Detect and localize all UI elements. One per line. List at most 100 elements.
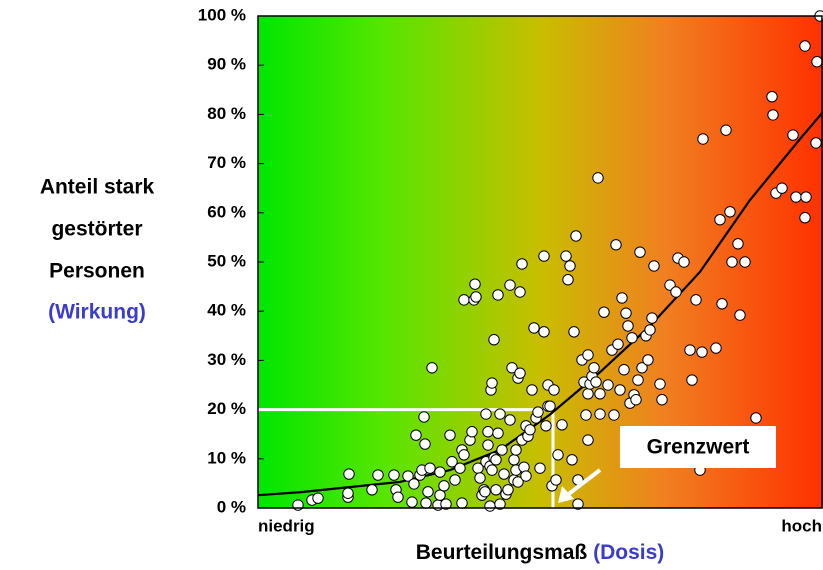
data-point	[408, 478, 420, 490]
data-point	[618, 364, 630, 376]
data-point	[800, 191, 812, 203]
data-point	[532, 406, 544, 418]
data-point	[434, 466, 446, 478]
data-point	[490, 454, 502, 466]
data-point	[787, 129, 799, 141]
data-point	[594, 388, 606, 400]
data-point	[426, 362, 438, 374]
data-point	[514, 367, 526, 379]
data-point	[686, 374, 698, 386]
data-point	[420, 497, 432, 509]
data-point	[620, 307, 632, 319]
data-point	[470, 291, 482, 303]
data-point	[343, 468, 355, 480]
data-point	[644, 324, 656, 336]
data-point	[466, 426, 478, 438]
x-end-label: hoch	[781, 516, 822, 535]
data-point	[724, 206, 736, 218]
data-point	[608, 409, 620, 421]
data-point	[458, 294, 470, 306]
data-point	[444, 429, 456, 441]
data-point	[590, 376, 602, 388]
annotation-arrow	[564, 468, 602, 498]
y-axis-title: gestörter	[51, 218, 142, 241]
y-tick-label: 60 %	[207, 202, 246, 221]
data-point	[482, 439, 494, 451]
y-tick-label: 50 %	[207, 251, 246, 270]
data-point	[582, 349, 594, 361]
data-point	[776, 182, 788, 194]
data-point	[440, 498, 452, 510]
data-point	[616, 292, 628, 304]
annotation-arrowhead	[558, 486, 574, 503]
data-point	[790, 191, 802, 203]
data-point	[566, 454, 578, 466]
data-point	[480, 408, 492, 420]
data-point	[502, 484, 514, 496]
data-point	[366, 484, 378, 496]
data-point	[570, 230, 582, 242]
annotation-text: Grenzwert	[647, 436, 750, 459]
data-point	[456, 497, 468, 509]
y-tick-label: 40 %	[207, 301, 246, 320]
data-point	[490, 484, 502, 496]
x-axis-title-main: Beurteilungsmaß	[416, 541, 588, 564]
data-point	[418, 411, 430, 423]
data-point	[696, 346, 708, 358]
y-tick-label: 20 %	[207, 399, 246, 418]
data-point	[690, 294, 702, 306]
data-point	[526, 384, 538, 396]
data-point	[492, 427, 504, 439]
data-point	[510, 444, 522, 456]
data-point	[750, 412, 762, 424]
data-point	[714, 213, 726, 226]
data-point	[498, 468, 510, 480]
data-point	[614, 384, 626, 396]
data-point	[508, 454, 520, 466]
data-point	[486, 464, 498, 476]
data-point	[458, 449, 470, 461]
data-point	[486, 377, 498, 389]
data-point	[434, 489, 446, 501]
data-point	[580, 409, 592, 421]
data-point	[678, 256, 690, 268]
data-point	[512, 476, 524, 488]
data-point	[446, 456, 458, 468]
data-point	[811, 56, 823, 68]
data-point	[799, 40, 811, 52]
data-point	[312, 492, 324, 504]
data-point	[610, 239, 622, 251]
data-point	[506, 362, 518, 374]
data-point	[342, 487, 354, 499]
data-point	[572, 498, 584, 510]
data-point	[594, 408, 606, 420]
data-point	[810, 137, 822, 149]
data-point	[556, 419, 568, 431]
data-point	[516, 258, 528, 270]
data-point	[494, 408, 506, 420]
annotation-box	[620, 426, 776, 468]
data-point	[560, 250, 572, 262]
data-point	[612, 338, 624, 350]
y-tick-label: 0 %	[217, 497, 246, 516]
data-point	[534, 462, 546, 474]
data-point	[626, 332, 638, 344]
data-point	[388, 469, 400, 481]
y-axis-title: Personen	[49, 260, 145, 283]
data-point	[598, 306, 610, 318]
data-point	[697, 133, 709, 145]
data-point	[622, 320, 634, 332]
data-point	[514, 286, 526, 298]
data-point	[504, 279, 516, 291]
x-end-label: niedrig	[258, 516, 315, 535]
data-point	[646, 312, 658, 324]
data-point	[552, 449, 564, 461]
data-point	[562, 274, 574, 286]
data-point	[710, 342, 722, 354]
y-axis-title: (Wirkung)	[48, 301, 146, 324]
data-point	[648, 260, 660, 272]
data-point	[592, 172, 604, 184]
data-point	[469, 278, 481, 290]
data-point	[438, 480, 450, 492]
data-point	[544, 400, 556, 412]
